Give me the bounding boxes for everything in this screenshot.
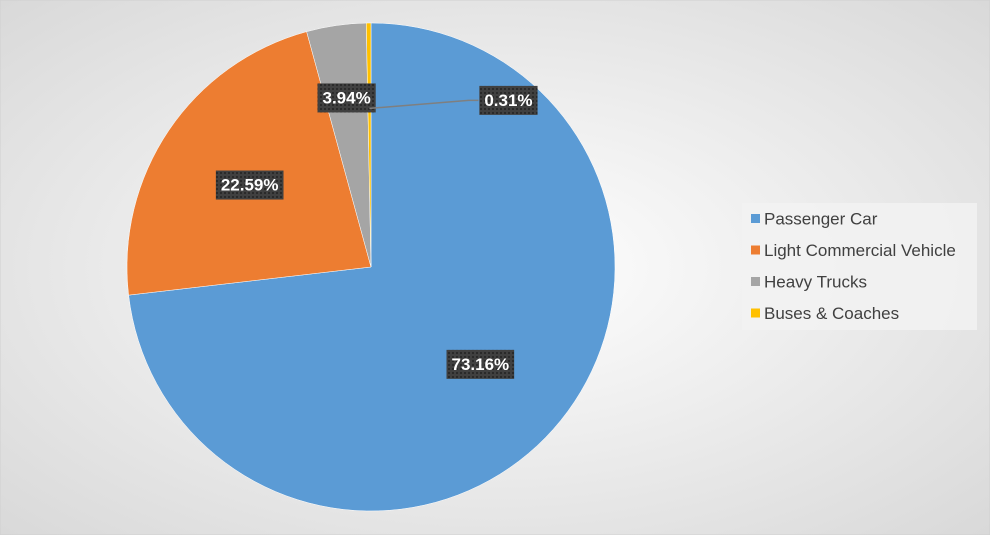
legend-swatch bbox=[751, 277, 760, 286]
legend-label: Passenger Car bbox=[764, 209, 878, 228]
legend-swatch bbox=[751, 308, 760, 318]
legend-box bbox=[742, 203, 977, 330]
legend-label: Heavy Trucks bbox=[764, 272, 867, 291]
data-label-box bbox=[446, 349, 515, 379]
data-label: 22.59% bbox=[221, 176, 279, 195]
leader-line bbox=[369, 99, 479, 110]
data-label-box bbox=[479, 85, 538, 115]
data-label: 3.94% bbox=[323, 88, 371, 107]
legend-label: Buses & Coaches bbox=[764, 304, 899, 323]
data-label: 0.31% bbox=[484, 91, 532, 110]
pie-slice bbox=[128, 22, 616, 512]
pie-slice bbox=[126, 31, 372, 296]
data-label-box bbox=[317, 83, 376, 113]
data-label-box bbox=[215, 170, 284, 200]
data-label: 73.16% bbox=[451, 355, 509, 374]
legend-swatch bbox=[751, 214, 760, 223]
legend-swatch bbox=[751, 245, 760, 255]
legend-label: Light Commercial Vehicle bbox=[764, 241, 956, 260]
